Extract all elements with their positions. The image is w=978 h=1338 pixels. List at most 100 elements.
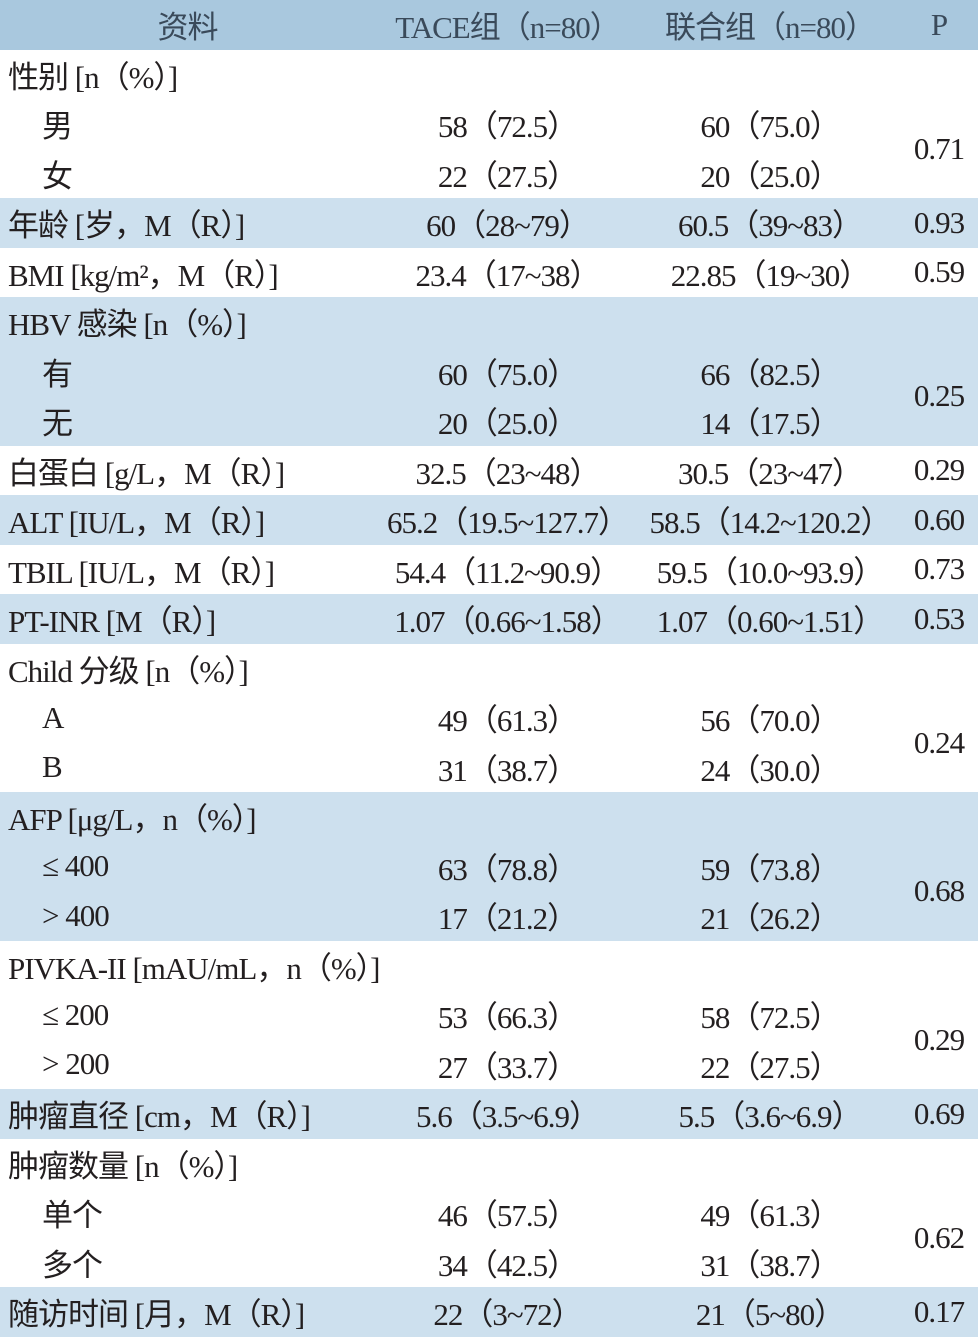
p-value: 0.29 [913, 452, 965, 488]
table-row: Child 分级 [n（%）] [0, 644, 978, 694]
cell: 60（75.0） [375, 346, 640, 396]
table-row: A 49（61.3） 56（70.0） 0.24 [0, 693, 978, 760]
cell: 14（17.5） [640, 396, 900, 446]
row-label: 无 [0, 396, 375, 446]
table-row: 肿瘤直径 [cm，M（R）] 5.6（3.5~6.9） 5.5（3.6~6.9） 0.… [0, 1089, 978, 1139]
cell: 58（72.5） [700, 1000, 840, 1036]
row-label: TBIL [IU/L，M（R）] [8, 554, 275, 590]
table-row: 女 22（27.5） 20（25.0） [0, 149, 978, 199]
cell: 21（5~80） [640, 1287, 900, 1337]
row-label: 多个 [42, 1247, 103, 1283]
cell: 21（26.2） [640, 891, 900, 941]
cell: 60（75.0） [700, 109, 840, 145]
row-label: BMI [kg/m²，M（R）] [8, 257, 279, 293]
cell: 49（61.3） [700, 1198, 840, 1234]
cell: 31（38.7） [437, 752, 578, 788]
table-row: ALT [IU/L，M（R）] 65.2（19.5~127.7） 58.5（14.2… [0, 495, 978, 545]
table-row: 随访时间 [月，M（R）] 22（3~72） 21（5~80） 0.17 [0, 1287, 978, 1337]
cell: 56（70.0） [700, 703, 840, 739]
row-label: A [42, 699, 64, 735]
header-cell: P [900, 0, 978, 50]
row-label: 男 [42, 109, 73, 145]
cell: 27（33.7） [437, 1049, 578, 1085]
row-label: 白蛋白 [g/L，M（R）] [8, 455, 285, 491]
cell: 23.4（17~38） [415, 257, 600, 293]
cell: 5.5（3.6~6.9） [640, 1089, 900, 1139]
table-row: > 200 27（33.7） 22（27.5） [0, 1040, 978, 1090]
cell: 22（27.5） [700, 1049, 840, 1085]
cell: 60.5（39~83） [640, 198, 900, 248]
table-row: 白蛋白 [g/L，M（R）] 32.5（23~48） 30.5（23~47） 0.29 [0, 446, 978, 496]
cell: 24（30.0） [700, 752, 840, 788]
row-label: B [42, 749, 63, 785]
table-row: BMI [kg/m²，M（R）] 23.4（17~38） 22.85（19~30） 0… [0, 248, 978, 298]
row-label: 性别 [n（%）] [8, 59, 178, 95]
table-row: 多个 34（42.5） 31（38.7） [0, 1238, 978, 1288]
cell: 60（28~79） [375, 198, 640, 248]
cell: 17（21.2） [375, 891, 640, 941]
cell: 59（73.8） [640, 841, 900, 891]
table-row: 有 60（75.0） 66（82.5） 0.25 [0, 346, 978, 446]
cell: 49（61.3） [437, 703, 578, 739]
row-label: 随访时间 [月，M（R）] [0, 1287, 375, 1337]
cell: 59.5（10.0~93.9） [656, 554, 885, 590]
table-row: ≤ 400 63（78.8） 59（73.8） 0.68 [0, 841, 978, 941]
cell: 32.5（23~48） [415, 455, 600, 491]
cell: 58.5（14.2~120.2） [640, 495, 900, 545]
table-row: PT-INR [M（R）] 1.07（0.66~1.58） 1.07（0.60~1.… [0, 594, 978, 644]
row-label: 年龄 [岁，M（R）] [0, 198, 375, 248]
cell: 66（82.5） [640, 346, 900, 396]
cell: 46（57.5） [437, 1198, 578, 1234]
p-value: 0.17 [900, 1287, 978, 1337]
p-value: 0.25 [900, 346, 978, 446]
row-label: PIVKA-II [mAU/mL，n（%）] [8, 950, 380, 986]
row-label: ALT [IU/L，M（R）] [0, 495, 375, 545]
cell: 5.6（3.5~6.9） [375, 1089, 640, 1139]
p-value: 0.62 [913, 1219, 965, 1255]
cell: 65.2（19.5~127.7） [375, 495, 640, 545]
header-row: 资料 TACE组（n=80） 联合组（n=80） P [0, 0, 978, 50]
row-label: > 200 [42, 1046, 110, 1082]
table-row: HBV 感染 [n（%）] [0, 297, 978, 347]
cell: 31（38.7） [700, 1247, 840, 1283]
cell: 30.5（23~47） [677, 455, 863, 491]
cell: 53（66.3） [437, 1000, 578, 1036]
cell: 63（78.8） [375, 841, 640, 891]
header-cell: 联合组（n=80） [640, 0, 900, 50]
table-row: > 400 17（21.2） 21（26.2） [0, 891, 978, 941]
p-value: 0.59 [913, 254, 965, 290]
p-value: 0.53 [900, 594, 978, 644]
cell: 54.4（11.2~90.9） [394, 554, 621, 590]
table-row: 单个 46（57.5） 49（61.3） 0.62 [0, 1188, 978, 1254]
cell: 22（27.5） [437, 158, 578, 194]
cell: 34（42.5） [437, 1247, 578, 1283]
row-label: PT-INR [M（R）] [0, 594, 375, 644]
cell: 58（72.5） [437, 109, 578, 145]
p-value: 0.24 [913, 724, 965, 760]
row-label: ≤ 200 [42, 996, 109, 1032]
row-label: 女 [42, 158, 73, 194]
table-row: ≤ 200 53（66.3） 58（72.5） 0.29 [0, 990, 978, 1057]
row-label: 单个 [42, 1198, 103, 1234]
cell: 1.07（0.60~1.51） [640, 594, 900, 644]
row-label: HBV 感染 [n（%）] [0, 297, 978, 347]
table-row: 年龄 [岁，M（R）] 60（28~79） 60.5（39~83） 0.93 [0, 198, 978, 248]
row-label: 肿瘤直径 [cm，M（R）] [0, 1089, 375, 1139]
row-label: 肿瘤数量 [n（%）] [8, 1148, 238, 1184]
p-value: 0.73 [913, 551, 965, 587]
cell: 1.07（0.66~1.58） [375, 594, 640, 644]
cell: 22（3~72） [375, 1287, 640, 1337]
row-label: > 400 [0, 891, 375, 941]
cell: 22.85（19~30） [670, 257, 871, 293]
table-row: 性别 [n（%）] [0, 50, 978, 100]
p-value: 0.29 [913, 1021, 965, 1057]
table-row: 无 20（25.0） 14（17.5） [0, 396, 978, 446]
row-label: 有 [0, 346, 375, 396]
p-value: 0.71 [913, 130, 965, 166]
row-label: AFP [μg/L，n（%）] [0, 792, 978, 842]
row-label: ≤ 400 [0, 841, 375, 891]
table-row: AFP [μg/L，n（%）] [0, 792, 978, 842]
p-value: 0.69 [900, 1089, 978, 1139]
